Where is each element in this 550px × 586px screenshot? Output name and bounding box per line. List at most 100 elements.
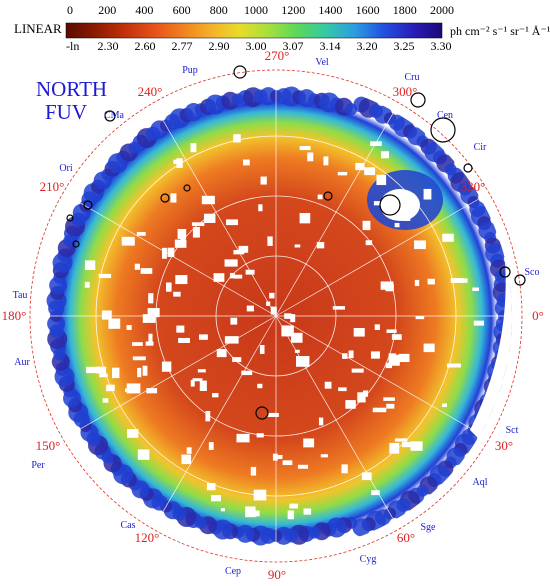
constellation-label: Cir — [474, 142, 487, 153]
gap-patch — [415, 316, 425, 320]
gap-patch — [96, 366, 107, 374]
colorbar-log-tick: 3.25 — [394, 39, 415, 53]
colorbar-log-tick: 2.30 — [98, 39, 119, 53]
gap-patch — [167, 247, 175, 257]
gap-patch — [370, 141, 382, 147]
gap-patch — [173, 159, 180, 164]
longitude-line — [275, 111, 395, 317]
gap-patch — [229, 272, 235, 279]
gap-patch — [281, 325, 294, 337]
gap-patch — [176, 325, 185, 333]
constellation-label: Sco — [525, 267, 540, 278]
constellation-label: Per — [31, 460, 45, 471]
gap-patch — [220, 508, 226, 512]
constellation-label: Ori — [59, 163, 73, 174]
gap-patch — [142, 314, 156, 323]
gap-patch — [208, 442, 214, 450]
constellation-label: Cep — [225, 566, 241, 577]
colorbar-linear-tick: 800 — [210, 3, 228, 17]
gap-patch — [269, 292, 275, 299]
gap-patch — [170, 193, 177, 203]
colorbar-inverse-label: -ln — [66, 39, 79, 53]
colorbar-linear-tick: 200 — [98, 3, 116, 17]
gap-patch — [389, 442, 400, 454]
colorbar-linear-tick: 1800 — [393, 3, 417, 17]
gap-patch — [410, 441, 423, 451]
star-marker — [83, 200, 93, 210]
star-marker — [233, 65, 247, 79]
longitude-label: 60° — [397, 530, 415, 545]
constellation-label: Cru — [405, 72, 420, 83]
gap-patch — [148, 293, 154, 304]
gap-patch — [201, 195, 215, 205]
gap-patch — [190, 143, 197, 153]
gap-patch — [361, 472, 372, 481]
colorbar-linear-tick: 2000 — [430, 3, 454, 17]
colorbar-linear-tick: 1200 — [281, 3, 305, 17]
colorbar-linear-ticks: 0 200 400 600 800 1000 1200 1400 1600 1800 2000 — [67, 3, 454, 17]
colorbar-log-tick: 3.00 — [246, 39, 267, 53]
gap-patch — [258, 204, 263, 212]
title-line-1: NORTH — [36, 77, 108, 101]
gap-patch — [175, 275, 188, 285]
gap-patch — [112, 367, 120, 379]
gap-patch — [324, 381, 332, 389]
gap-patch — [402, 212, 411, 221]
gap-patch — [226, 219, 238, 226]
colorbar-log-tick: 2.77 — [172, 39, 193, 53]
gap-patch — [145, 341, 154, 346]
colorbar-linear-tick: 1600 — [356, 3, 380, 17]
longitude-label: 300° — [393, 84, 418, 99]
colorbar-log-tick: 2.90 — [209, 39, 230, 53]
gap-patch — [186, 447, 192, 454]
gap-patch — [414, 240, 426, 250]
colorbar-log-ticks: 2.30 2.60 2.77 2.90 3.00 3.07 3.14 3.20 3.25 3.30 — [98, 39, 452, 53]
colorbar-log-tick: 3.07 — [283, 39, 304, 53]
gap-patch — [245, 269, 255, 275]
gap-patch — [373, 201, 381, 206]
gap-patch — [277, 454, 283, 459]
longitude-label: 180° — [2, 308, 27, 323]
star-marker — [323, 191, 333, 201]
gap-patch — [380, 281, 394, 290]
gap-patch — [297, 464, 309, 469]
star-marker — [160, 193, 170, 203]
longitude-label: 90° — [268, 567, 286, 582]
colorbar-linear-tick: 1000 — [244, 3, 268, 17]
gap-patch — [303, 438, 315, 448]
constellation-label: Cyg — [360, 554, 377, 565]
gap-patch — [473, 320, 485, 326]
star-marker — [430, 117, 456, 143]
constellation-label: Cas — [121, 520, 136, 531]
gap-patch — [294, 244, 301, 248]
gap-patch — [385, 362, 393, 369]
gap-patch — [210, 495, 221, 502]
gap-patch — [383, 397, 395, 401]
constellation-label: Aql — [473, 477, 488, 488]
gap-patch — [337, 171, 348, 176]
gap-patch — [370, 351, 380, 359]
colorbar-log-tick: 3.30 — [431, 39, 452, 53]
gap-patch — [147, 308, 160, 318]
gap-patch — [125, 388, 137, 393]
gap-patch — [166, 282, 172, 292]
longitude-line — [157, 111, 277, 317]
colorbar-linear-tick: 600 — [173, 3, 191, 17]
gap-patch — [161, 361, 172, 372]
gap-patch — [338, 387, 347, 392]
gap-patch — [299, 146, 311, 151]
star-marker — [463, 163, 473, 173]
gap-patch — [401, 442, 415, 448]
gap-patch — [180, 236, 186, 242]
gap-patch — [442, 403, 447, 408]
gap-patch — [232, 357, 242, 363]
star-marker — [255, 406, 269, 420]
longitude-label: 0° — [532, 308, 544, 323]
gap-patch — [148, 333, 153, 343]
gap-patch — [197, 369, 206, 373]
gap-patch — [386, 329, 397, 333]
gap-patch — [213, 273, 225, 282]
gap-patch — [372, 407, 387, 413]
gap-patch — [181, 454, 192, 465]
colorbar-scale-label: LINEAR — [14, 21, 62, 36]
